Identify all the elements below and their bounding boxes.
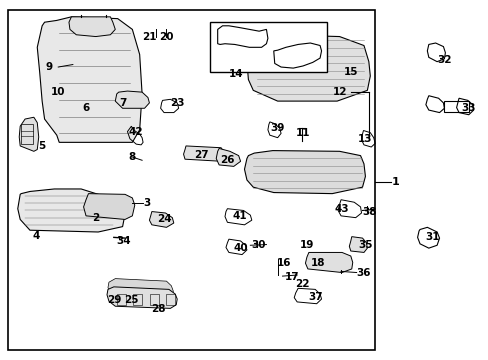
- Polygon shape: [348, 237, 366, 252]
- Text: 24: 24: [157, 215, 171, 224]
- Text: 18: 18: [310, 258, 324, 268]
- Text: 2: 2: [92, 213, 99, 222]
- Text: 9: 9: [46, 62, 53, 72]
- Text: 7: 7: [119, 98, 126, 108]
- Text: 13: 13: [357, 134, 372, 144]
- Text: 11: 11: [295, 129, 309, 138]
- Text: 25: 25: [124, 295, 138, 305]
- Polygon shape: [244, 150, 365, 194]
- Polygon shape: [149, 212, 173, 227]
- Text: 42: 42: [128, 127, 143, 136]
- Text: 30: 30: [250, 240, 265, 250]
- Polygon shape: [18, 189, 125, 232]
- Text: 28: 28: [151, 304, 165, 314]
- Polygon shape: [19, 117, 39, 151]
- Bar: [8, 10, 374, 350]
- Bar: [21, 125, 33, 144]
- Text: 5: 5: [39, 141, 46, 151]
- Text: 19: 19: [299, 240, 313, 250]
- Text: 22: 22: [294, 279, 308, 289]
- Text: 1: 1: [391, 177, 399, 187]
- Polygon shape: [216, 148, 240, 166]
- Text: 35: 35: [357, 240, 372, 250]
- Text: 31: 31: [425, 232, 439, 242]
- Text: 27: 27: [194, 150, 208, 160]
- Polygon shape: [246, 35, 369, 101]
- Text: 20: 20: [159, 32, 173, 41]
- Text: 4: 4: [32, 231, 40, 240]
- Polygon shape: [107, 287, 177, 309]
- Bar: [166, 294, 175, 305]
- Text: 41: 41: [232, 211, 246, 221]
- Text: 8: 8: [128, 152, 136, 162]
- Polygon shape: [305, 252, 352, 273]
- Text: 12: 12: [332, 87, 346, 97]
- Text: 10: 10: [51, 87, 65, 97]
- Polygon shape: [115, 91, 149, 108]
- Text: 36: 36: [356, 268, 370, 278]
- Text: 17: 17: [285, 272, 299, 282]
- Bar: [150, 294, 158, 305]
- Bar: [210, 22, 327, 72]
- Polygon shape: [69, 17, 115, 37]
- Text: 16: 16: [277, 258, 291, 268]
- Text: 34: 34: [116, 236, 131, 246]
- Text: 21: 21: [142, 32, 156, 41]
- Text: 32: 32: [436, 55, 451, 65]
- Bar: [117, 294, 125, 305]
- Polygon shape: [37, 17, 142, 142]
- Text: 37: 37: [307, 292, 322, 302]
- Text: 33: 33: [461, 103, 475, 113]
- Bar: [133, 294, 142, 305]
- Text: 29: 29: [106, 295, 121, 305]
- Text: 26: 26: [220, 155, 234, 165]
- Bar: [444, 101, 468, 112]
- Text: 6: 6: [82, 103, 89, 113]
- Text: 39: 39: [269, 123, 284, 133]
- Text: 23: 23: [170, 98, 184, 108]
- Polygon shape: [183, 146, 225, 161]
- Polygon shape: [108, 279, 173, 300]
- Polygon shape: [83, 194, 135, 220]
- Text: 40: 40: [233, 243, 247, 253]
- Text: 43: 43: [334, 204, 348, 215]
- Text: 3: 3: [143, 198, 150, 208]
- Text: 14: 14: [228, 69, 243, 79]
- Text: 15: 15: [343, 67, 357, 77]
- Text: 38: 38: [362, 207, 376, 217]
